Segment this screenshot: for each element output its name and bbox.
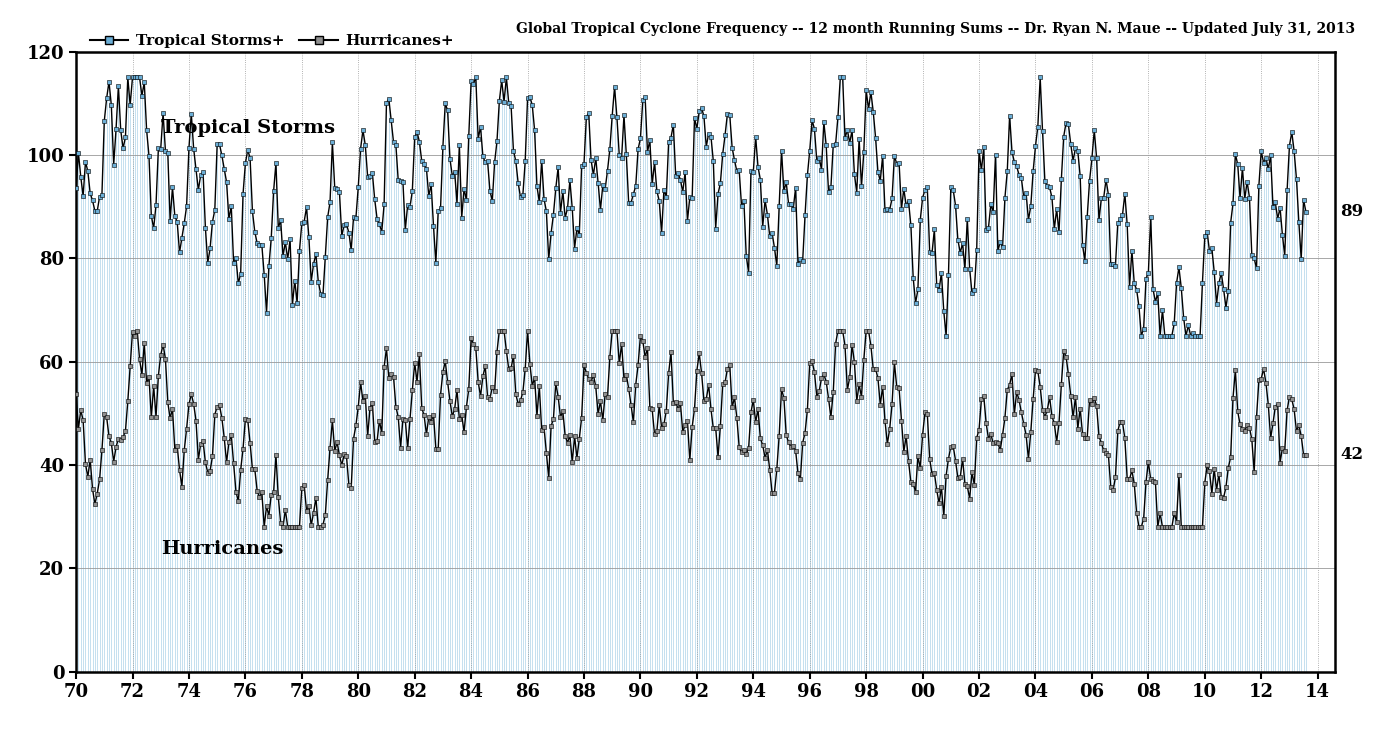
Text: Hurricanes: Hurricanes — [160, 540, 284, 558]
Text: Tropical Storms: Tropical Storms — [160, 119, 335, 137]
Text: 42: 42 — [1340, 446, 1364, 463]
Text: 89: 89 — [1340, 203, 1364, 221]
Text: Global Tropical Cyclone Frequency -- 12 month Running Sums -- Dr. Ryan N. Maue -: Global Tropical Cyclone Frequency -- 12 … — [516, 22, 1355, 36]
Legend: Tropical Storms+, Hurricanes+: Tropical Storms+, Hurricanes+ — [84, 28, 461, 55]
